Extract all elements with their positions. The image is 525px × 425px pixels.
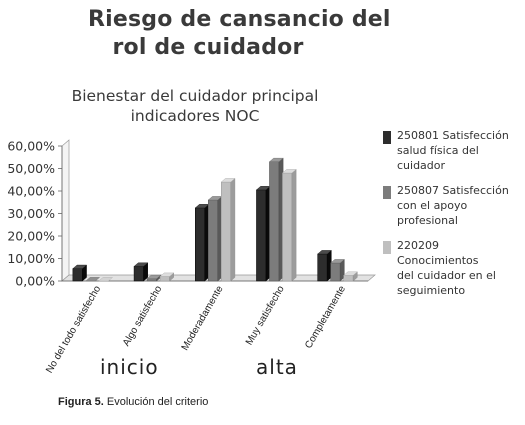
chart-title-line2: indicadores NOC (130, 107, 260, 125)
bar-top (281, 169, 297, 174)
legend-label-1a: 250801 Satisfección (397, 129, 509, 142)
legend-label-1b: salud física del (397, 144, 479, 157)
bar-side (291, 168, 297, 282)
bar-top (159, 272, 175, 277)
bar-3-5 (343, 271, 358, 282)
bar-front (221, 181, 231, 282)
bar-front (317, 253, 328, 282)
legend-item-1: 250801 Satisfección salud física del cui… (383, 128, 523, 173)
bar-top (330, 259, 345, 264)
y-tick-label: 10,00% (7, 251, 55, 266)
bar-2-3 (207, 195, 223, 282)
bar-3-3 (220, 177, 236, 282)
x-tick-label: Muy satisfecho (244, 284, 287, 348)
bar-1-4 (255, 185, 271, 282)
bar-1-2 (133, 262, 149, 282)
legend-label-3c: seguimiento (397, 284, 466, 297)
bar-front (330, 262, 341, 282)
bar-1-3 (194, 203, 210, 282)
caption-text: Evolución del criterio (103, 396, 209, 408)
bar-2-1 (85, 277, 101, 282)
figure-caption: Figura 5. Evolución del criterio (58, 396, 208, 408)
bar-1-5 (317, 249, 332, 282)
legend-item-2: 250807 Satisfección con el apoyo profesi… (383, 183, 523, 228)
y-tick-label: 0,00% (15, 274, 55, 289)
bar-top (317, 250, 332, 255)
legend-label-2b: con el apoyo (397, 199, 468, 212)
phase-label-alta: alta (256, 355, 298, 379)
x-tick-label: No del todo satisfecho (44, 284, 103, 376)
legend-item-3: 220209 Conocimientos del cuidador en el … (383, 238, 523, 298)
x-tick-label: Algo satisfecho (121, 284, 165, 349)
x-tick-label: Moderadamente (180, 284, 226, 353)
bar-front (282, 172, 293, 282)
bar-1-1 (72, 264, 88, 282)
chart-title-line1: Bienestar del cuidador principal (71, 87, 319, 105)
legend-swatch-2 (383, 186, 391, 199)
legend-label-2a: 250807 Satisfección (397, 184, 509, 197)
bar-front (72, 268, 83, 282)
bar-3-4 (281, 168, 297, 282)
bar-side (230, 177, 236, 282)
legend: 250801 Satisfección salud física del cui… (383, 128, 523, 308)
bar-top (146, 274, 162, 279)
bar-top (133, 262, 149, 267)
bar-front (269, 161, 280, 282)
y-tick-label: 60,00% (7, 139, 55, 154)
x-tick-label: Completamente (303, 284, 348, 351)
bar-3-2 (159, 272, 175, 282)
bar-top (220, 178, 236, 183)
bar-top (268, 157, 284, 162)
bar-top (85, 277, 101, 282)
y-tick-label: 20,00% (7, 229, 55, 244)
chart-title: Bienestar del cuidador principal indicad… (60, 86, 330, 126)
caption-prefix: Figura 5. (58, 396, 104, 408)
legend-label-3b: del cuidador en el (397, 269, 496, 282)
legend-swatch-3 (383, 241, 391, 254)
bar-front (343, 275, 354, 282)
bar-top (343, 271, 358, 276)
bar-top (98, 277, 114, 282)
legend-label-2c: profesional (397, 214, 458, 227)
y-tick-label: 40,00% (7, 184, 55, 199)
side-wall (61, 139, 70, 282)
bar-top (72, 264, 88, 269)
bar-front (208, 199, 218, 282)
y-tick-label: 50,00% (7, 161, 55, 176)
bar-front (159, 276, 170, 282)
main-title-line2: rol de cuidador (112, 35, 304, 60)
y-tick-label: 30,00% (7, 206, 55, 221)
phase-label-inicio: inicio (100, 355, 159, 379)
bar-2-4 (268, 157, 284, 282)
legend-label-1c: cuidador (397, 159, 446, 172)
legend-swatch-1 (383, 131, 391, 144)
bar-3-1 (98, 277, 114, 282)
bar-2-5 (330, 258, 345, 282)
bar-front (146, 278, 157, 282)
bar-front (133, 266, 144, 282)
bar-front (195, 207, 205, 282)
legend-label-3a: 220209 Conocimientos (397, 239, 479, 267)
bar-front (256, 189, 267, 282)
